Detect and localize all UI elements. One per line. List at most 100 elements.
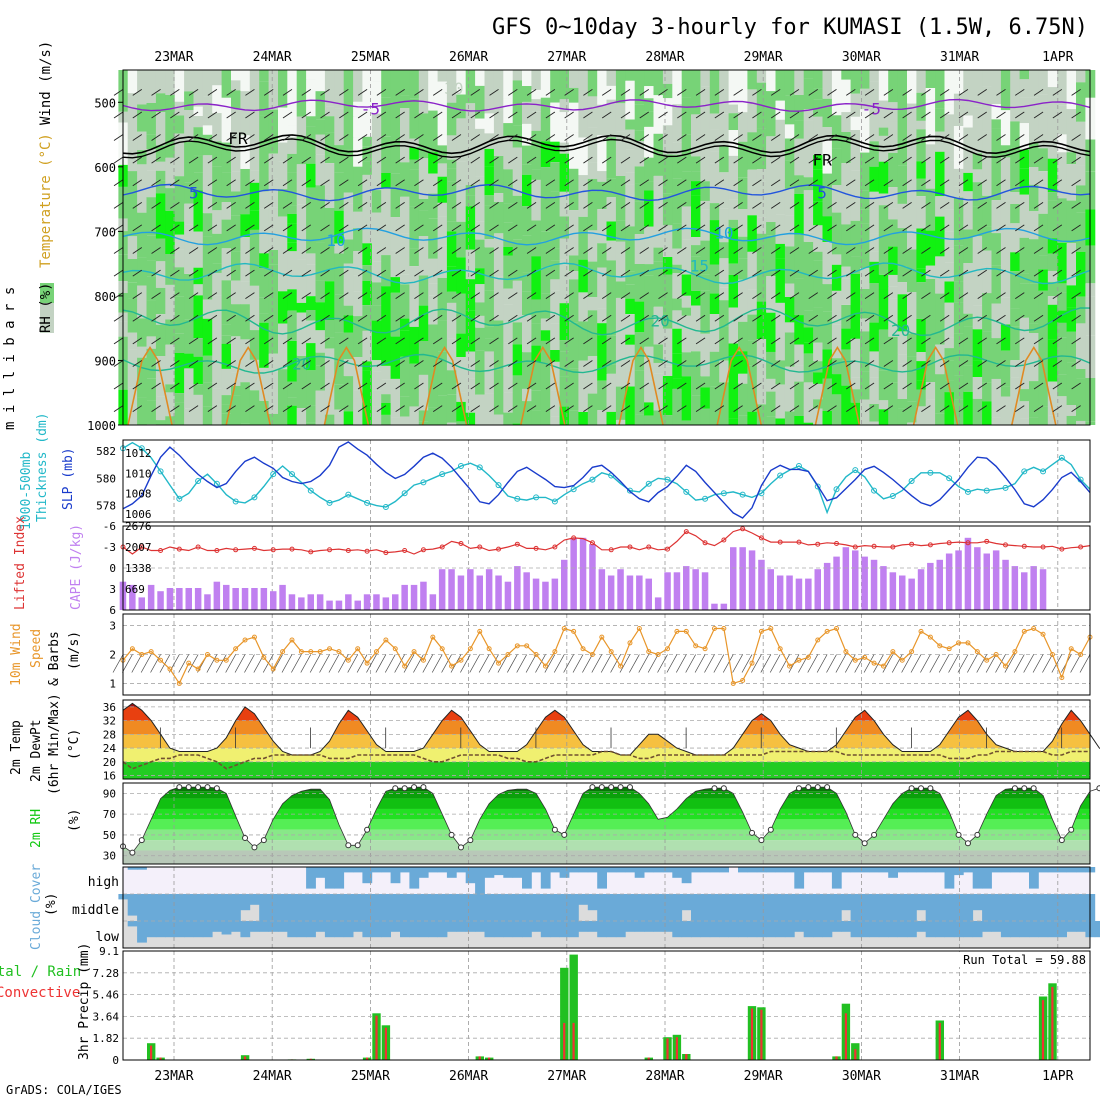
rh-cell xyxy=(184,274,194,301)
wind-barb xyxy=(357,382,368,390)
isotherm-label: 20 xyxy=(650,311,669,330)
rh-cell xyxy=(137,164,147,197)
rh-cell xyxy=(315,302,326,331)
rh-cell xyxy=(935,216,945,257)
rh-cell xyxy=(916,178,927,197)
rh-cell xyxy=(925,399,936,425)
cloud-high-bar xyxy=(784,867,795,873)
rh-cell xyxy=(831,70,842,116)
wind-barb xyxy=(583,360,593,367)
wind-barb xyxy=(245,269,255,277)
rh-cell xyxy=(446,135,457,160)
wind-barb xyxy=(113,156,124,164)
rh-cell xyxy=(296,312,307,356)
ylabel-precip-conv: Convective xyxy=(0,985,80,1001)
wind-speed-marker xyxy=(909,649,915,655)
rh-cell xyxy=(475,70,485,86)
rh-cell xyxy=(202,382,213,407)
thickness-marker xyxy=(326,499,333,506)
rh-cell xyxy=(381,97,392,137)
cloud-middle-bar xyxy=(888,894,898,921)
rh-cell xyxy=(916,161,927,179)
rh-cell xyxy=(1000,297,1011,325)
rh-cell xyxy=(850,389,861,403)
wind-speed-marker xyxy=(524,643,530,649)
wind-speed-marker xyxy=(721,625,727,631)
ylabel-temp-units: (°C) xyxy=(67,729,82,760)
isotherm-line xyxy=(618,345,664,426)
rh-cell xyxy=(775,418,786,425)
rh-cell xyxy=(1019,361,1030,390)
cloud-high-bar xyxy=(625,867,636,873)
wind-barb xyxy=(207,314,218,322)
rh-cell xyxy=(813,307,823,343)
rh-cell xyxy=(174,249,185,268)
rh-cell xyxy=(400,330,410,357)
wind-barb xyxy=(939,111,950,119)
wind-barb xyxy=(564,382,574,390)
rh-cell xyxy=(935,293,945,315)
wind-barb xyxy=(883,179,894,187)
wind-barb xyxy=(958,247,969,254)
rh-cell xyxy=(249,170,260,183)
wind-barb xyxy=(263,337,274,345)
wind-barb xyxy=(207,88,218,96)
wind-barb xyxy=(414,360,424,367)
cloud-low-bar xyxy=(484,921,495,938)
cloud-middle-bar xyxy=(963,894,974,921)
rh-cell xyxy=(531,130,542,158)
wind-speed-marker xyxy=(787,663,793,669)
wind-barb xyxy=(564,224,574,232)
rh2m-marker xyxy=(1058,837,1065,844)
wind-barb xyxy=(1015,269,1025,277)
wind-barb xyxy=(639,134,649,141)
wind-barb xyxy=(620,360,631,367)
wind-speed-marker xyxy=(927,634,933,640)
cloud-low-bar xyxy=(728,921,739,938)
wind-barb xyxy=(170,360,180,367)
cape-bar xyxy=(739,547,746,610)
rh-cell xyxy=(531,111,542,131)
wind-barb xyxy=(320,88,330,96)
wind-barb xyxy=(170,405,180,413)
rh-cell xyxy=(860,331,870,372)
rh-cell xyxy=(709,264,720,294)
rh-cell xyxy=(1019,389,1030,402)
wind-barb xyxy=(883,111,894,119)
rh-cell xyxy=(606,335,617,365)
rh-cell xyxy=(381,403,392,415)
rh-cell xyxy=(756,70,767,83)
wind-barb xyxy=(770,360,781,367)
wind-barb xyxy=(339,224,349,232)
wind-barb xyxy=(752,314,762,322)
cloud-middle-bar xyxy=(625,894,636,921)
cloud-high-bar xyxy=(747,867,758,873)
rh-cell xyxy=(418,210,429,236)
rh-cell xyxy=(597,70,608,105)
rh-cell xyxy=(1029,184,1039,212)
rh-cell xyxy=(653,410,664,425)
wind-speed-marker xyxy=(683,628,689,634)
rh-cell xyxy=(1010,252,1021,272)
lifted-marker xyxy=(1059,546,1065,552)
wind-barb xyxy=(1033,360,1044,367)
wind-barb xyxy=(320,314,330,322)
rh-cell xyxy=(672,154,683,179)
thickness-marker xyxy=(364,499,371,506)
wind-barb xyxy=(451,292,462,300)
cape-bar xyxy=(711,603,718,610)
wind-barb xyxy=(489,179,499,187)
rh-cell xyxy=(174,133,185,177)
cape-bar xyxy=(1002,559,1009,610)
rh-cell xyxy=(165,384,176,393)
cloud-high-bar xyxy=(944,867,955,889)
rh-cell xyxy=(231,90,241,109)
rh-cell xyxy=(982,171,992,196)
rh-cell xyxy=(907,249,917,293)
wind-barb xyxy=(1071,179,1081,187)
surface-wind-barb xyxy=(675,654,687,673)
wind-barb xyxy=(733,269,743,277)
rh-cell xyxy=(503,222,514,247)
rh-cell xyxy=(418,374,429,411)
wind-barb xyxy=(583,156,593,164)
